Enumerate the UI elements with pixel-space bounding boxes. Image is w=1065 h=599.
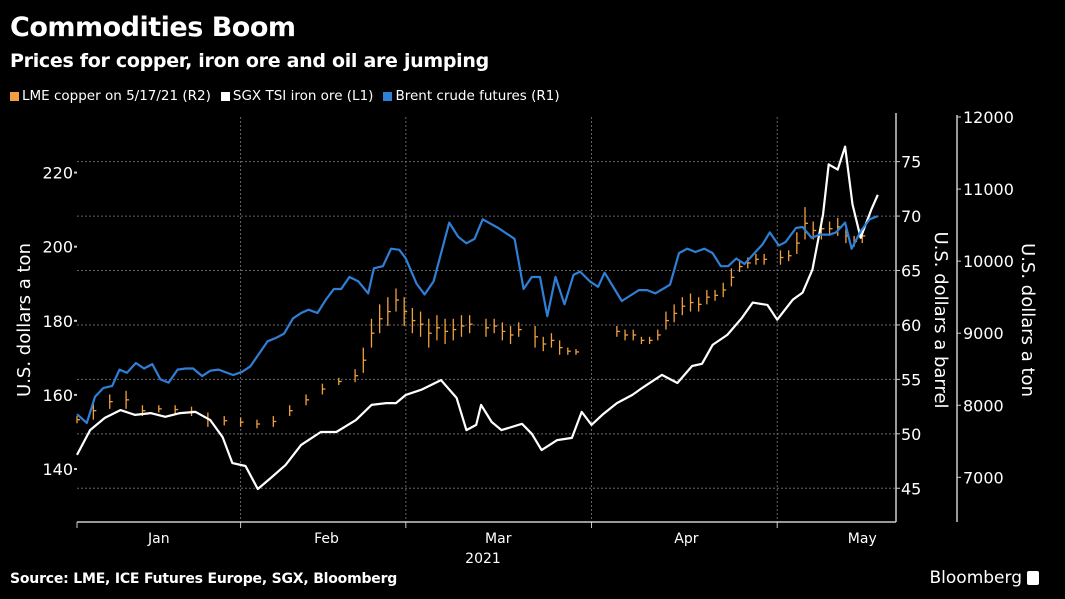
chart-subtitle: Prices for copper, iron ore and oil are … <box>10 50 489 72</box>
iron-ore-line <box>76 145 879 491</box>
legend-label: Brent crude futures (R1) <box>395 88 560 104</box>
x-tick-label: May <box>848 531 877 547</box>
legend-swatch-brent <box>383 91 393 101</box>
y-left-axis-title: U.S. dollars a ton <box>14 243 35 397</box>
brent-crude-line <box>76 215 879 424</box>
y-right1-tick-label: 45 <box>901 479 921 498</box>
brand-name: Bloomberg <box>929 568 1022 588</box>
legend-item-brent: Brent crude futures (R1) <box>383 88 560 104</box>
source-note: Source: LME, ICE Futures Europe, SGX, Bl… <box>10 571 398 587</box>
legend-item-copper: LME copper on 5/17/21 (R2) <box>10 88 211 104</box>
y-right2-tick-label: 11000 <box>963 180 1014 199</box>
y-left-tick-label: 200 <box>42 238 73 257</box>
y-right2-axis-title: U.S. dollars a ton <box>1017 243 1038 397</box>
y-right2-tick-label: 8000 <box>963 396 1004 415</box>
y-left-tick-label: 140 <box>42 460 73 479</box>
legend-swatch-iron <box>220 91 230 101</box>
legend-item-iron: SGX TSI iron ore (L1) <box>220 88 374 104</box>
x-year-label: 2021 <box>465 551 501 567</box>
y-right1-tick-label: 60 <box>901 316 921 335</box>
chart-title: Commodities Boom <box>10 12 296 43</box>
bloomberg-logo: Bloomberg <box>930 568 1039 588</box>
y-right1-tick-label: 65 <box>901 262 921 281</box>
y-right1-axis-title: U.S. dollars a barrel <box>930 231 951 408</box>
y-left-tick-label: 220 <box>42 164 73 183</box>
y-right2-tick-label: 12000 <box>963 108 1014 127</box>
bloomberg-terminal-icon <box>1027 571 1039 585</box>
x-tick-label: Jan <box>147 531 170 547</box>
y-right1-tick-label: 55 <box>901 370 921 389</box>
x-tick-label: Apr <box>674 531 698 547</box>
y-left-tick-label: 160 <box>42 386 73 405</box>
legend-label: SGX TSI iron ore (L1) <box>232 88 374 104</box>
legend: LME copper on 5/17/21 (R2) SGX TSI iron … <box>10 88 560 104</box>
legend-swatch-copper <box>10 91 19 101</box>
y-right2-tick-label: 9000 <box>963 324 1004 343</box>
y-right1-tick-label: 50 <box>901 425 921 444</box>
y-right2-tick-label: 10000 <box>963 252 1014 271</box>
y-left-tick-label: 180 <box>42 312 73 331</box>
y-right1-tick-label: 75 <box>901 153 921 172</box>
x-tick-label: Feb <box>314 531 339 547</box>
y-right2-tick-label: 7000 <box>963 468 1004 487</box>
x-tick-label: Mar <box>485 531 512 547</box>
y-right1-tick-label: 70 <box>901 207 921 226</box>
legend-label: LME copper on 5/17/21 (R2) <box>22 88 211 104</box>
